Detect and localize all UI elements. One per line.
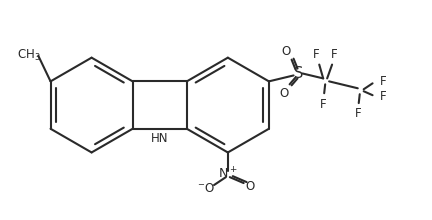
Text: F: F [380,90,387,103]
Text: HN: HN [151,132,168,145]
Text: CH$_3$: CH$_3$ [16,48,40,63]
Text: F: F [354,107,361,120]
Text: F: F [313,48,320,61]
Text: S: S [294,66,303,81]
Text: F: F [380,75,387,88]
Text: O: O [245,180,254,192]
Text: F: F [320,98,327,111]
Text: N$^+$: N$^+$ [218,167,238,182]
Text: $^{-}$O: $^{-}$O [197,182,215,194]
Text: O: O [281,45,290,58]
Text: F: F [331,48,337,61]
Text: O: O [279,87,288,100]
